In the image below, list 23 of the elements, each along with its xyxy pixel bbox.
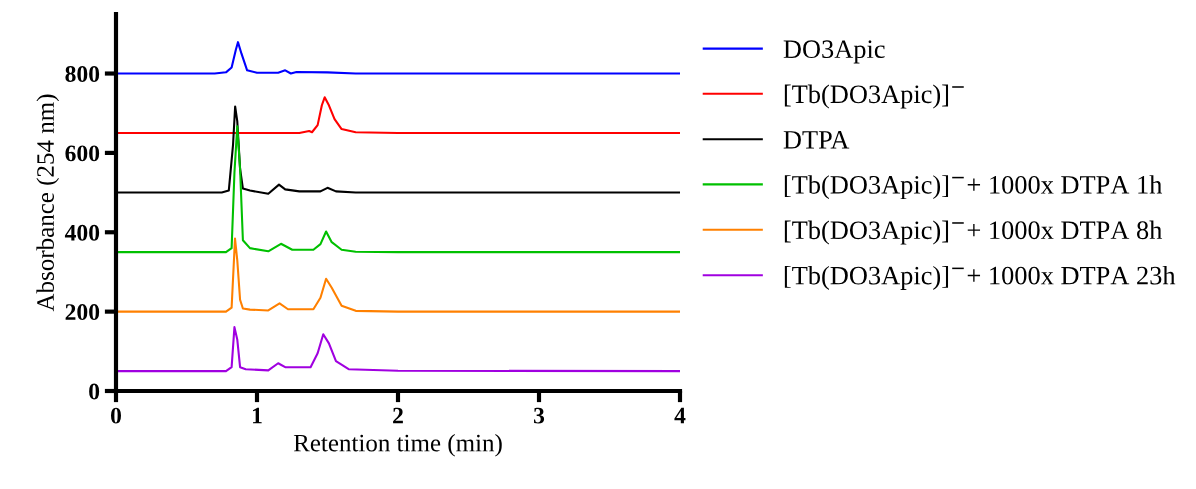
line-series (116, 96, 680, 135)
x-tick-label: 3 (533, 407, 545, 424)
x-tick-label: 2 (393, 407, 403, 424)
line-series (116, 125, 680, 254)
y-axis-title: Absorbance (254 nm) (36, 94, 60, 312)
y-tick-label: 0 (89, 383, 100, 400)
legend-label: [Tb(DO3Apic)]$^{−}$ (784, 84, 964, 109)
line-series (116, 41, 680, 75)
legend-label: DO3Apic (783, 40, 885, 64)
x-tick-label: 4 (674, 407, 686, 424)
line-series (116, 326, 680, 373)
y-tick-label: 800 (65, 66, 100, 82)
line-series (116, 237, 680, 313)
y-tick-label: 200 (65, 304, 100, 321)
legend-label: [Tb(DO3Apic)]$^{−}$+ 1000x DTPA 8h (784, 220, 1163, 245)
x-axis-title: Retention time (min) (293, 433, 502, 457)
y-tick-label: 600 (65, 145, 100, 162)
y-tick-label: 400 (64, 224, 100, 241)
x-tick-label: 1 (252, 407, 262, 424)
legend-label: [Tb(DO3Apic)]$^{−}$+ 1000x DTPA 23h (784, 265, 1176, 290)
x-tick-label: 0 (111, 407, 121, 424)
legend-label: DTPA (783, 131, 850, 149)
legend-label: [Tb(DO3Apic)]$^{−}$+ 1000x DTPA 1h (784, 175, 1163, 200)
